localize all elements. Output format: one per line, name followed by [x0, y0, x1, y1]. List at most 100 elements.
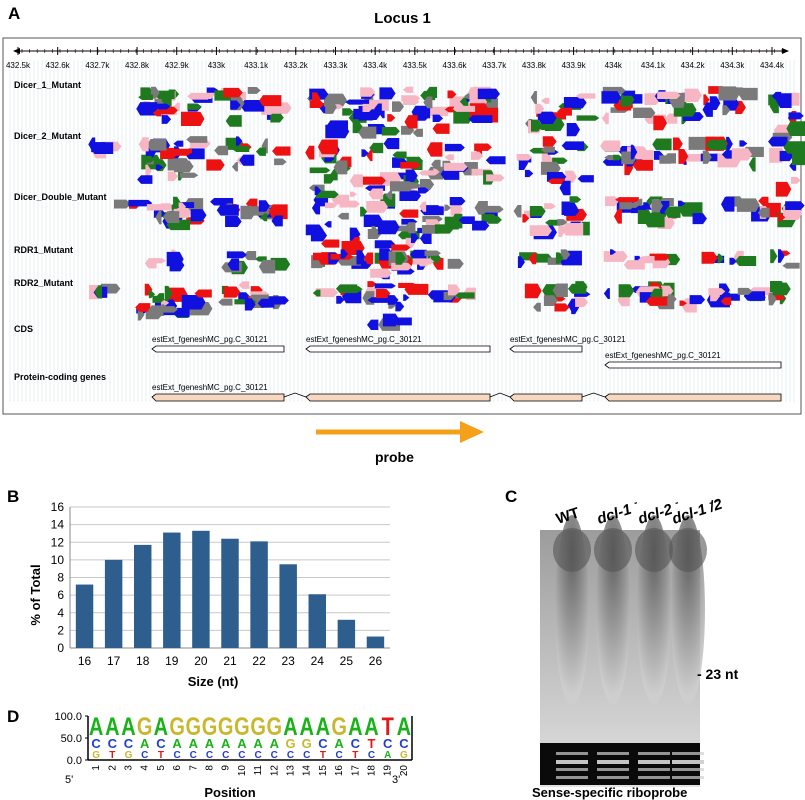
read-mark [635, 198, 643, 206]
read-mark [528, 253, 537, 265]
read-mark [374, 103, 382, 114]
read-mark [468, 115, 493, 123]
read-mark [440, 168, 460, 180]
read-mark [404, 115, 418, 129]
axis-tick-label: 433.6k [443, 61, 468, 70]
read-mark [424, 250, 442, 256]
control-band [672, 776, 704, 779]
read-mark [340, 249, 349, 259]
logo-position-label: 19 [383, 765, 394, 777]
lane-label: WT [554, 504, 581, 527]
logo-position-label: 2 [107, 765, 118, 771]
logo-letter: A [334, 736, 344, 751]
exon [305, 393, 491, 402]
read-mark [190, 209, 207, 222]
read-mark [689, 295, 706, 305]
read-mark [575, 93, 596, 99]
bar [134, 544, 152, 648]
read-mark [173, 140, 184, 147]
read-mark [270, 112, 284, 123]
cds-block [151, 345, 285, 353]
logo-letter: G [267, 713, 283, 741]
blot-lane-top [635, 528, 673, 572]
logo-position-label: 17 [350, 765, 361, 777]
cds-block [305, 345, 491, 353]
axis-tick-label: 434.4k [760, 61, 785, 70]
read-mark [474, 200, 488, 215]
read-mark [791, 176, 801, 184]
read-mark [368, 188, 384, 200]
read-mark [305, 224, 324, 236]
logo-letter: A [172, 736, 182, 751]
read-mark [261, 138, 268, 154]
logo-position-label: 11 [253, 765, 264, 776]
read-mark [361, 149, 369, 157]
read-mark [566, 122, 581, 137]
read-mark [768, 136, 788, 147]
read-mark [537, 124, 558, 130]
logo-letter: G [302, 736, 312, 751]
read-mark [235, 136, 243, 146]
read-mark [412, 128, 423, 137]
track-label: Dicer_2_Mutant [14, 131, 81, 141]
read-mark [146, 204, 170, 211]
read-mark [178, 202, 187, 212]
read-mark [576, 115, 600, 121]
read-mark [788, 112, 804, 120]
read-mark [785, 201, 805, 211]
x-tick-label: 23 [282, 654, 296, 668]
read-mark [392, 151, 407, 159]
control-band [556, 760, 588, 764]
read-mark [366, 201, 388, 213]
read-mark [321, 239, 340, 248]
read-mark [152, 295, 165, 303]
x-tick-label: 26 [369, 654, 383, 668]
read-mark [161, 93, 172, 107]
read-mark [136, 102, 158, 116]
logo-letter: A [121, 713, 135, 741]
logo-letter: G [202, 713, 218, 741]
read-mark [552, 283, 568, 298]
logo-letter: G [234, 713, 250, 741]
logo-y-ticks: 100.0 50.0 0.0 [54, 711, 413, 767]
control-band [597, 768, 629, 771]
read-mark [443, 162, 468, 171]
logo-letter: A [221, 736, 231, 751]
read-mark [128, 199, 153, 207]
read-mark [326, 120, 349, 132]
read-mark [399, 190, 422, 202]
read-mark [272, 146, 291, 156]
read-mark [613, 154, 623, 161]
y-tick-label: 10 [51, 553, 65, 567]
logo-letter: A [189, 736, 199, 751]
read-mark [560, 249, 571, 260]
read-mark [737, 287, 753, 295]
read-mark [613, 209, 622, 224]
read-mark [615, 197, 639, 203]
axis-tick-label: 434.1k [641, 61, 666, 70]
y-tick-label: 2 [57, 623, 64, 637]
read-mark [449, 196, 466, 206]
read-mark [601, 112, 609, 125]
read-mark [605, 196, 619, 207]
x-tick-label: 17 [107, 654, 121, 668]
read-mark [601, 91, 622, 104]
axis-tick-label: 433.7k [482, 61, 507, 70]
read-mark [323, 174, 335, 184]
read-mark [391, 244, 411, 251]
bar [192, 530, 210, 648]
logo-letter: G [186, 713, 202, 741]
northern-blot: WT dcl-1-dcl-2-dcl-1 /2- - [540, 495, 725, 787]
read-mark [405, 169, 418, 182]
read-mark [684, 88, 702, 102]
logo-position-label: 12 [269, 765, 280, 777]
read-mark [143, 155, 155, 163]
bar [337, 619, 356, 648]
read-mark [710, 290, 721, 302]
logo-letter: C [141, 750, 148, 761]
bar [75, 584, 94, 648]
read-mark [517, 256, 525, 268]
read-mark [147, 305, 164, 317]
axis-tick-label: 432.5k [6, 61, 31, 70]
read-mark [419, 232, 432, 245]
